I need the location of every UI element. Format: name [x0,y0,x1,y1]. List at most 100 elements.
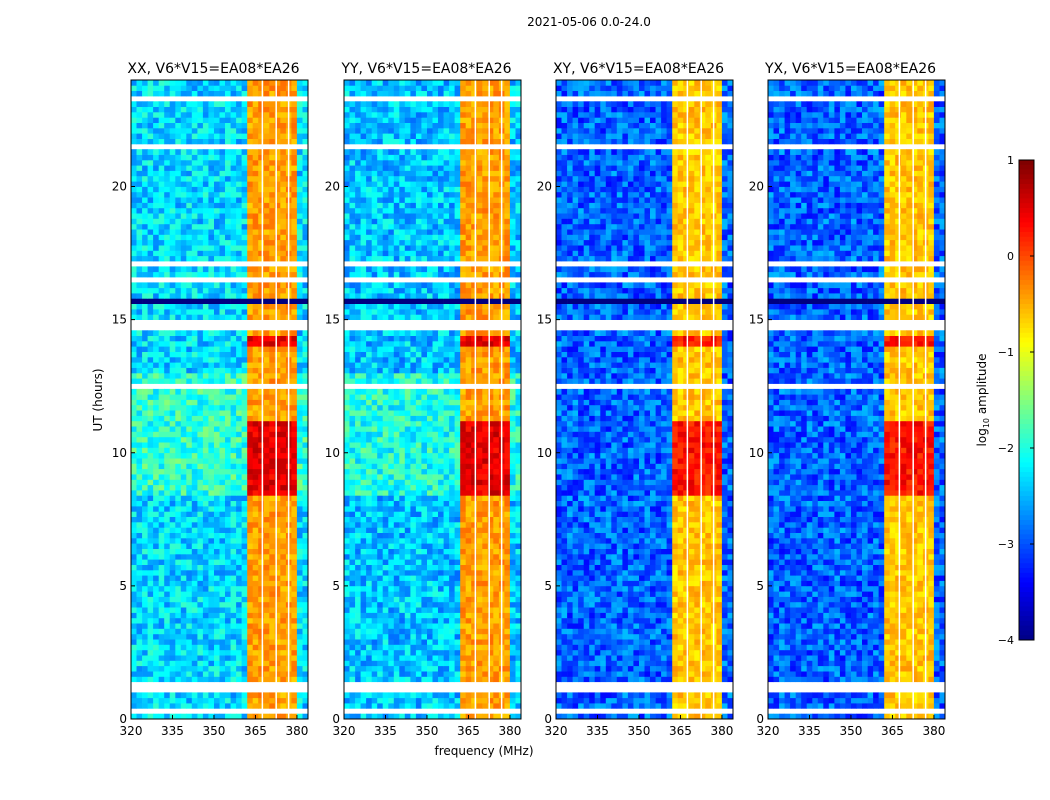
heatmap-cell [454,506,461,512]
heatmap-cell [208,314,215,320]
heatmap-cell [225,314,231,320]
heatmap-cell [421,516,428,523]
heatmap-cell [454,559,461,565]
heatmap-cell [487,532,494,539]
heatmap-cell [269,234,276,241]
heatmap-cell [302,623,309,629]
heatmap-cell [219,426,226,432]
heatmap-cell [269,90,276,97]
heatmap-cell [197,186,204,193]
heatmap-cell [230,612,237,619]
heatmap-cell [410,633,417,640]
heatmap-cell [180,85,187,91]
heatmap-cell [247,490,254,496]
heatmap-cell [147,255,154,262]
heatmap-cell [296,553,303,560]
heatmap-cell [225,399,231,406]
heatmap-cell [230,527,237,533]
heatmap-cell [214,207,220,214]
heatmap-cell [263,213,270,219]
heatmap-cell [252,697,259,704]
heatmap-cell [191,351,198,358]
heatmap-cell [410,474,417,480]
heatmap-cell [258,394,265,400]
heatmap-cell [225,665,231,672]
heatmap-cell [296,202,303,209]
heatmap-cell [504,676,511,683]
heatmap-cell [504,713,511,720]
heatmap-cell [131,127,137,134]
heatmap-cell [355,655,361,661]
heatmap-cell [438,543,444,549]
heatmap-cell [252,516,259,523]
heatmap-cell [236,703,242,709]
heatmap-cell [169,452,176,459]
heatmap-cell [164,335,171,342]
heatmap-cell [269,692,276,699]
heatmap-cell [236,442,242,448]
heatmap-cell [186,175,193,182]
heatmap-cell [225,516,231,523]
heatmap-cell [136,90,143,97]
heatmap-cell [142,537,148,544]
heatmap-cell [280,527,287,533]
heatmap-cell [164,191,171,198]
heatmap-cell [302,479,309,486]
heatmap-cell [269,500,276,507]
heatmap-cell [241,559,248,565]
heatmap-cell [427,511,433,517]
heatmap-cell [493,564,500,571]
heatmap-cell [169,314,176,320]
heatmap-cell [186,692,193,699]
heatmap-cell [454,474,461,480]
heatmap-cell [438,468,444,475]
heatmap-cell [236,575,242,581]
heatmap-cell [393,553,400,560]
heatmap-cell [302,154,309,161]
heatmap-cell [388,580,395,587]
heatmap-cell [169,532,176,539]
heatmap-cell [438,585,444,592]
heatmap-cell [197,516,204,523]
heatmap-cell [147,649,154,656]
heatmap-cell [410,660,417,667]
heatmap-cell [291,266,298,273]
heatmap-cell [269,665,276,672]
heatmap-cell [296,495,303,501]
heatmap-cell [225,229,231,235]
heatmap-cell [269,527,276,533]
heatmap-cell [208,671,215,677]
heatmap-cell [236,628,242,635]
heatmap-cell [263,601,270,608]
heatmap-cell [296,282,303,289]
heatmap-cell [388,601,395,608]
heatmap-cell [202,569,209,576]
heatmap-cell [515,569,522,576]
heatmap-cell [454,639,461,645]
heatmap-cell [355,713,361,720]
heatmap-cell [465,655,472,661]
heatmap-cell [186,101,193,107]
heatmap-cell [169,479,176,486]
heatmap-cell [131,596,137,603]
heatmap-cell [142,591,148,597]
heatmap-cell [164,117,171,123]
heatmap-cell [214,628,220,635]
heatmap-cell [438,644,444,651]
heatmap-cell [186,628,193,635]
heatmap-cell [280,713,287,720]
heatmap-cell [360,713,367,720]
heatmap-cell [344,458,350,464]
heatmap-cell [404,537,411,544]
heatmap-cell [131,250,137,257]
heatmap-cell [482,649,489,656]
heatmap-cell [399,548,406,555]
heatmap-cell [482,697,489,704]
heatmap-cell [202,553,209,560]
heatmap-cell [296,500,303,507]
heatmap-cell [388,660,395,667]
heatmap-cell [169,101,176,107]
heatmap-cell [164,149,171,155]
heatmap-cell [465,703,472,709]
heatmap-cell [269,426,276,432]
